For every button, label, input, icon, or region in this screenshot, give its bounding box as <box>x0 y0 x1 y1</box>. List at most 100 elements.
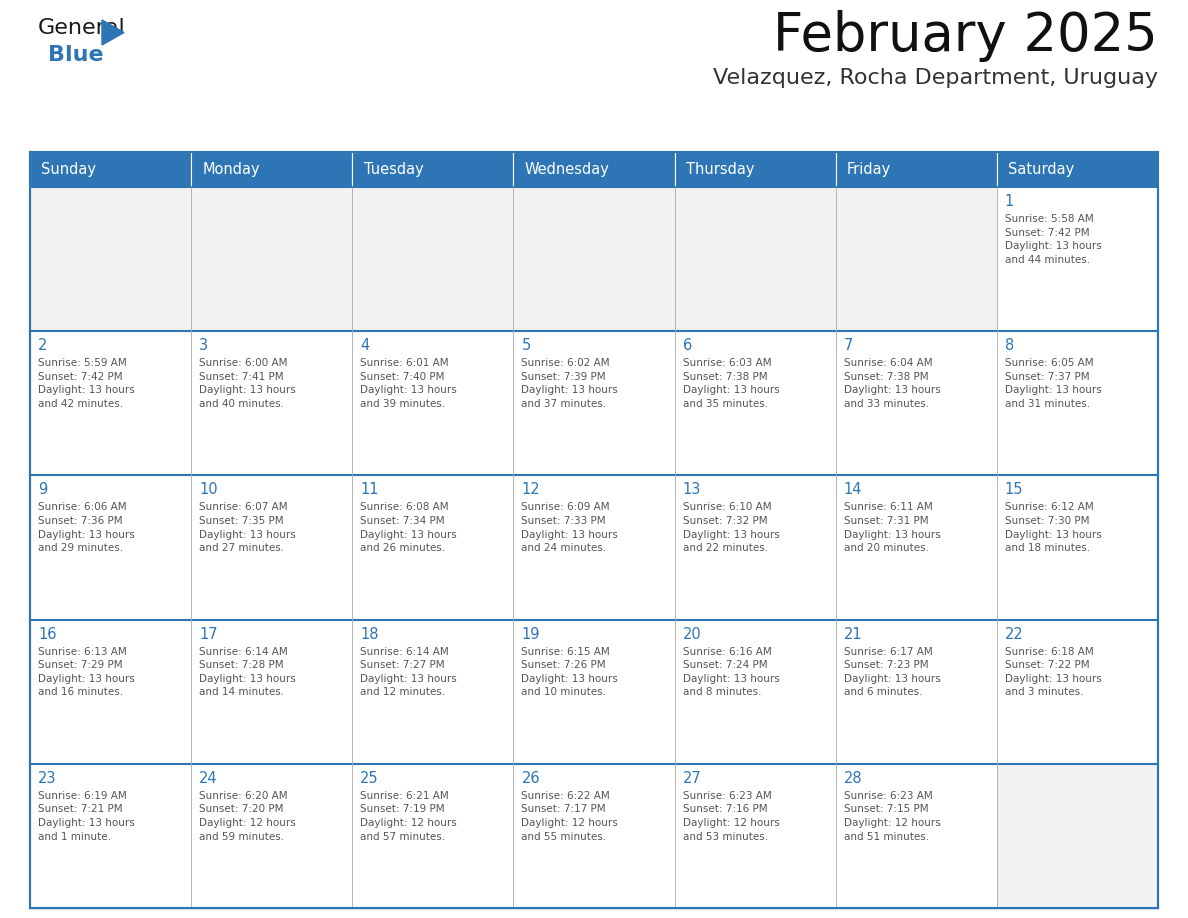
Bar <box>675 620 835 764</box>
Text: Sunday: Sunday <box>42 162 96 177</box>
Bar <box>353 476 513 620</box>
Text: Blue: Blue <box>48 45 103 65</box>
Text: February 2025: February 2025 <box>773 10 1158 62</box>
Text: 1: 1 <box>1005 194 1015 209</box>
Text: Sunrise: 6:03 AM
Sunset: 7:38 PM
Daylight: 13 hours
and 35 minutes.: Sunrise: 6:03 AM Sunset: 7:38 PM Dayligh… <box>683 358 779 409</box>
Text: 3: 3 <box>200 338 208 353</box>
Bar <box>30 331 191 476</box>
Bar <box>835 331 997 476</box>
Text: Sunrise: 6:00 AM
Sunset: 7:41 PM
Daylight: 13 hours
and 40 minutes.: Sunrise: 6:00 AM Sunset: 7:41 PM Dayligh… <box>200 358 296 409</box>
Bar <box>513 187 675 331</box>
Text: 9: 9 <box>38 482 48 498</box>
Text: 19: 19 <box>522 627 541 642</box>
Text: Sunrise: 6:18 AM
Sunset: 7:22 PM
Daylight: 13 hours
and 3 minutes.: Sunrise: 6:18 AM Sunset: 7:22 PM Dayligh… <box>1005 646 1101 698</box>
Text: Sunrise: 6:19 AM
Sunset: 7:21 PM
Daylight: 13 hours
and 1 minute.: Sunrise: 6:19 AM Sunset: 7:21 PM Dayligh… <box>38 790 134 842</box>
Text: 24: 24 <box>200 771 217 786</box>
Bar <box>30 152 191 187</box>
Text: 23: 23 <box>38 771 57 786</box>
Bar <box>191 152 353 187</box>
Bar <box>835 764 997 908</box>
Bar <box>513 152 675 187</box>
Text: 28: 28 <box>843 771 862 786</box>
Text: Sunrise: 6:14 AM
Sunset: 7:27 PM
Daylight: 13 hours
and 12 minutes.: Sunrise: 6:14 AM Sunset: 7:27 PM Dayligh… <box>360 646 457 698</box>
Text: Thursday: Thursday <box>685 162 754 177</box>
Text: 20: 20 <box>683 627 701 642</box>
Polygon shape <box>102 20 124 45</box>
Bar <box>353 152 513 187</box>
Bar <box>191 476 353 620</box>
Text: Sunrise: 6:20 AM
Sunset: 7:20 PM
Daylight: 12 hours
and 59 minutes.: Sunrise: 6:20 AM Sunset: 7:20 PM Dayligh… <box>200 790 296 842</box>
Text: 27: 27 <box>683 771 701 786</box>
Bar <box>30 476 191 620</box>
Bar <box>997 152 1158 187</box>
Text: Sunrise: 6:10 AM
Sunset: 7:32 PM
Daylight: 13 hours
and 22 minutes.: Sunrise: 6:10 AM Sunset: 7:32 PM Dayligh… <box>683 502 779 554</box>
Text: Sunrise: 6:09 AM
Sunset: 7:33 PM
Daylight: 13 hours
and 24 minutes.: Sunrise: 6:09 AM Sunset: 7:33 PM Dayligh… <box>522 502 618 554</box>
Text: 14: 14 <box>843 482 862 498</box>
Text: Monday: Monday <box>202 162 260 177</box>
Text: Sunrise: 6:01 AM
Sunset: 7:40 PM
Daylight: 13 hours
and 39 minutes.: Sunrise: 6:01 AM Sunset: 7:40 PM Dayligh… <box>360 358 457 409</box>
Bar <box>353 331 513 476</box>
Bar <box>30 764 191 908</box>
Text: 10: 10 <box>200 482 217 498</box>
Bar <box>353 764 513 908</box>
Bar <box>191 620 353 764</box>
Bar <box>513 331 675 476</box>
Bar <box>353 620 513 764</box>
Text: 15: 15 <box>1005 482 1023 498</box>
Bar <box>835 476 997 620</box>
Text: Sunrise: 6:05 AM
Sunset: 7:37 PM
Daylight: 13 hours
and 31 minutes.: Sunrise: 6:05 AM Sunset: 7:37 PM Dayligh… <box>1005 358 1101 409</box>
Text: 21: 21 <box>843 627 862 642</box>
Bar <box>513 476 675 620</box>
Bar <box>30 152 1158 908</box>
Text: 22: 22 <box>1005 627 1024 642</box>
Text: Sunrise: 6:04 AM
Sunset: 7:38 PM
Daylight: 13 hours
and 33 minutes.: Sunrise: 6:04 AM Sunset: 7:38 PM Dayligh… <box>843 358 941 409</box>
Text: Sunrise: 6:16 AM
Sunset: 7:24 PM
Daylight: 13 hours
and 8 minutes.: Sunrise: 6:16 AM Sunset: 7:24 PM Dayligh… <box>683 646 779 698</box>
Text: Sunrise: 6:07 AM
Sunset: 7:35 PM
Daylight: 13 hours
and 27 minutes.: Sunrise: 6:07 AM Sunset: 7:35 PM Dayligh… <box>200 502 296 554</box>
Bar <box>997 764 1158 908</box>
Text: Friday: Friday <box>847 162 891 177</box>
Bar <box>675 764 835 908</box>
Bar <box>835 152 997 187</box>
Text: Sunrise: 6:06 AM
Sunset: 7:36 PM
Daylight: 13 hours
and 29 minutes.: Sunrise: 6:06 AM Sunset: 7:36 PM Dayligh… <box>38 502 134 554</box>
Text: 11: 11 <box>360 482 379 498</box>
Text: 25: 25 <box>360 771 379 786</box>
Text: Saturday: Saturday <box>1009 162 1074 177</box>
Text: Sunrise: 6:15 AM
Sunset: 7:26 PM
Daylight: 13 hours
and 10 minutes.: Sunrise: 6:15 AM Sunset: 7:26 PM Dayligh… <box>522 646 618 698</box>
Text: 17: 17 <box>200 627 217 642</box>
Text: Sunrise: 6:13 AM
Sunset: 7:29 PM
Daylight: 13 hours
and 16 minutes.: Sunrise: 6:13 AM Sunset: 7:29 PM Dayligh… <box>38 646 134 698</box>
Bar <box>997 476 1158 620</box>
Bar <box>30 187 191 331</box>
Text: Sunrise: 6:12 AM
Sunset: 7:30 PM
Daylight: 13 hours
and 18 minutes.: Sunrise: 6:12 AM Sunset: 7:30 PM Dayligh… <box>1005 502 1101 554</box>
Text: 7: 7 <box>843 338 853 353</box>
Text: 18: 18 <box>360 627 379 642</box>
Text: Sunrise: 6:02 AM
Sunset: 7:39 PM
Daylight: 13 hours
and 37 minutes.: Sunrise: 6:02 AM Sunset: 7:39 PM Dayligh… <box>522 358 618 409</box>
Text: 2: 2 <box>38 338 48 353</box>
Bar <box>675 187 835 331</box>
Text: 6: 6 <box>683 338 691 353</box>
Text: General: General <box>38 18 126 38</box>
Bar <box>513 620 675 764</box>
Text: 13: 13 <box>683 482 701 498</box>
Bar <box>675 476 835 620</box>
Text: 16: 16 <box>38 627 57 642</box>
Text: Wednesday: Wednesday <box>525 162 609 177</box>
Text: Sunrise: 6:21 AM
Sunset: 7:19 PM
Daylight: 12 hours
and 57 minutes.: Sunrise: 6:21 AM Sunset: 7:19 PM Dayligh… <box>360 790 457 842</box>
Bar <box>675 331 835 476</box>
Bar <box>30 620 191 764</box>
Text: 8: 8 <box>1005 338 1015 353</box>
Bar <box>997 187 1158 331</box>
Text: 12: 12 <box>522 482 541 498</box>
Text: Sunrise: 5:59 AM
Sunset: 7:42 PM
Daylight: 13 hours
and 42 minutes.: Sunrise: 5:59 AM Sunset: 7:42 PM Dayligh… <box>38 358 134 409</box>
Bar <box>997 331 1158 476</box>
Text: Sunrise: 6:23 AM
Sunset: 7:15 PM
Daylight: 12 hours
and 51 minutes.: Sunrise: 6:23 AM Sunset: 7:15 PM Dayligh… <box>843 790 941 842</box>
Text: Sunrise: 6:11 AM
Sunset: 7:31 PM
Daylight: 13 hours
and 20 minutes.: Sunrise: 6:11 AM Sunset: 7:31 PM Dayligh… <box>843 502 941 554</box>
Text: Sunrise: 6:17 AM
Sunset: 7:23 PM
Daylight: 13 hours
and 6 minutes.: Sunrise: 6:17 AM Sunset: 7:23 PM Dayligh… <box>843 646 941 698</box>
Text: Sunrise: 6:14 AM
Sunset: 7:28 PM
Daylight: 13 hours
and 14 minutes.: Sunrise: 6:14 AM Sunset: 7:28 PM Dayligh… <box>200 646 296 698</box>
Text: 4: 4 <box>360 338 369 353</box>
Bar <box>191 331 353 476</box>
Bar <box>191 764 353 908</box>
Bar <box>191 187 353 331</box>
Bar <box>835 620 997 764</box>
Text: Sunrise: 6:22 AM
Sunset: 7:17 PM
Daylight: 12 hours
and 55 minutes.: Sunrise: 6:22 AM Sunset: 7:17 PM Dayligh… <box>522 790 618 842</box>
Text: Velazquez, Rocha Department, Uruguay: Velazquez, Rocha Department, Uruguay <box>713 68 1158 88</box>
